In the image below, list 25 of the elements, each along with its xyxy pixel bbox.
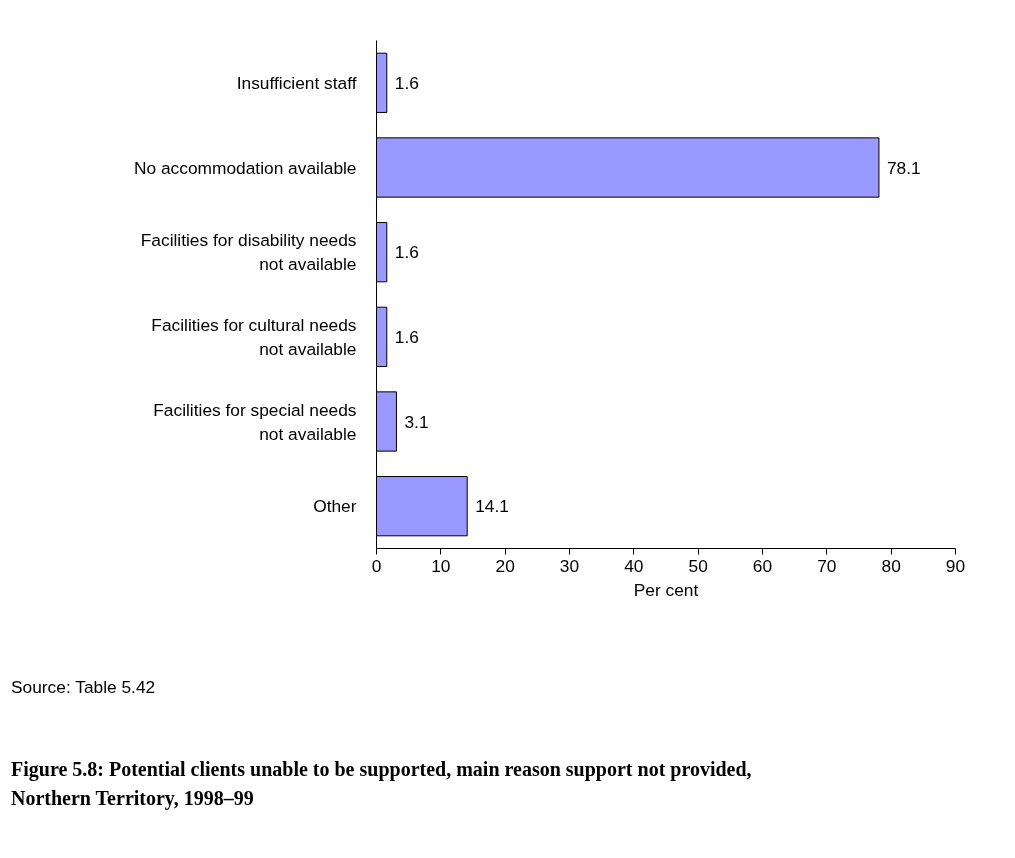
data-label: 1.6 bbox=[394, 326, 419, 347]
data-label: 3.1 bbox=[404, 411, 429, 432]
y-tick-label: Facilities for special needs not available bbox=[153, 399, 357, 444]
x-tick-label: 70 bbox=[817, 555, 837, 576]
y-tick-label: Facilities for disability needs not available bbox=[140, 230, 357, 275]
x-tick-label: 40 bbox=[624, 555, 644, 576]
data-label: 78.1 bbox=[886, 157, 921, 178]
y-tick-label: Facilities for cultural needs not available bbox=[151, 314, 357, 359]
x-tick-label: 0 bbox=[371, 555, 382, 576]
data-label: 1.6 bbox=[394, 72, 419, 93]
x-tick-label: 80 bbox=[881, 555, 901, 576]
y-tick-label: Other bbox=[313, 496, 357, 517]
y-tick-label: Insufficient staff bbox=[236, 72, 357, 93]
data-label: 14.1 bbox=[475, 496, 509, 517]
y-tick-label: No accommodation available bbox=[134, 157, 357, 178]
x-tick-label: 90 bbox=[945, 555, 966, 576]
x-tick-label: 30 bbox=[559, 555, 580, 576]
x-axis-title: Per cent bbox=[633, 579, 699, 600]
x-tick-label: 20 bbox=[495, 555, 515, 576]
x-tick-label: 10 bbox=[431, 555, 451, 576]
data-label: 1.6 bbox=[394, 242, 419, 263]
x-tick-label: 50 bbox=[688, 555, 708, 576]
x-tick-label: 60 bbox=[752, 555, 773, 576]
text: Figure 5.8: Potential clients unable to be supported, main reason support not provided, Northern Territory, 1998–99 bbox=[11, 757, 752, 812]
source-note: Source: Table 5.42 bbox=[11, 676, 156, 699]
